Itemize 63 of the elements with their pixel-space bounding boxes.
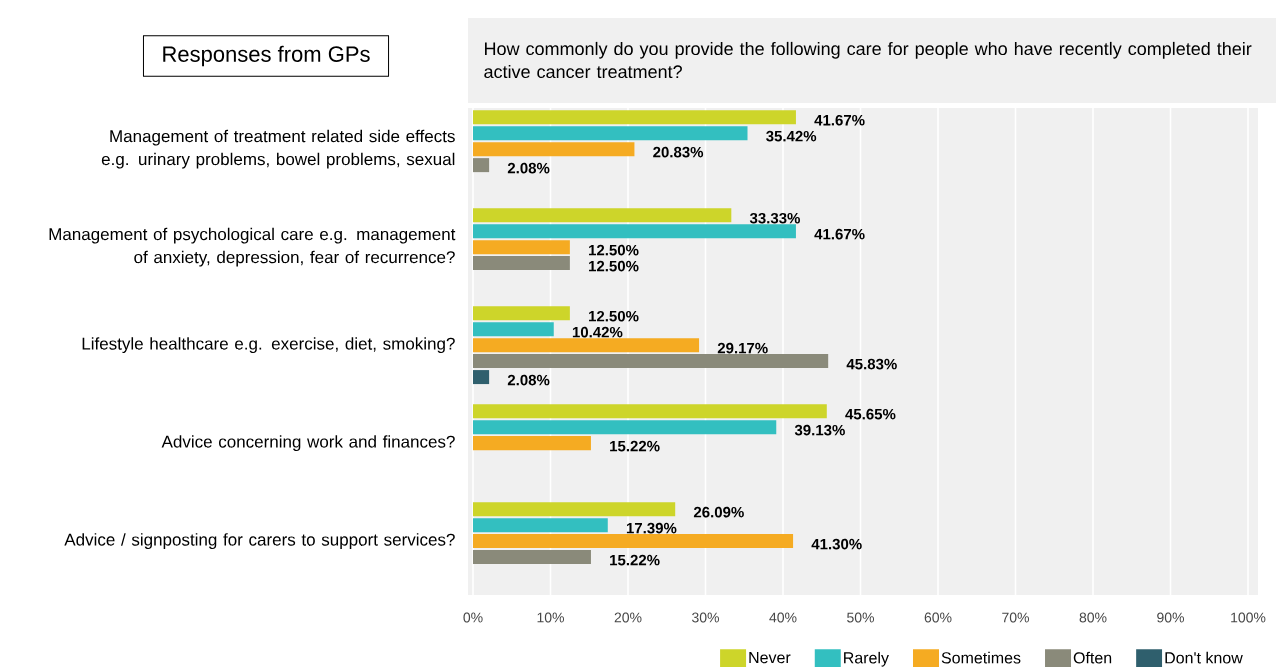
text: Responses from GPs	[163, 45, 370, 67]
x-tick-label: 50%	[847, 612, 875, 623]
bar	[473, 224, 796, 239]
x-tick-label: 60%	[924, 612, 952, 623]
bar	[473, 338, 700, 353]
x-tick-label: 70%	[1002, 612, 1030, 623]
bar	[473, 420, 777, 435]
bar	[473, 534, 794, 549]
bar	[473, 518, 608, 533]
bar	[473, 550, 591, 565]
x-tick-label: 20%	[614, 612, 642, 623]
x-tick-label: 100%	[1231, 612, 1266, 623]
x-tick-label: 30%	[692, 612, 720, 623]
bar	[473, 256, 570, 271]
bar	[473, 404, 827, 419]
data-label: 12.50%	[589, 310, 639, 322]
bar	[473, 126, 748, 141]
x-tick-label: 80%	[1079, 612, 1107, 623]
data-label: 12.50%	[589, 244, 639, 256]
data-label: 39.13%	[794, 424, 845, 436]
data-label: 29.17%	[717, 342, 768, 354]
bar	[473, 158, 490, 173]
data-label: 17.39%	[626, 522, 677, 534]
data-label: 2.08%	[507, 162, 550, 174]
data-label: 20.83%	[653, 146, 704, 158]
bar	[473, 306, 570, 321]
bar	[473, 354, 829, 369]
bar	[473, 110, 796, 125]
data-label: 12.50%	[589, 260, 639, 272]
legend-label: Never	[749, 652, 791, 664]
data-label: 15.22%	[610, 554, 660, 566]
data-label: 41.67%	[814, 114, 865, 126]
bar	[473, 370, 490, 385]
data-label: 10.42%	[572, 326, 623, 338]
bar	[473, 502, 676, 517]
bar	[473, 322, 554, 337]
y-tick-label: Management of psychological care e.g. management of anxiety, depression, fear of recurrence?	[49, 227, 456, 267]
x-tick-label: 0%	[463, 612, 483, 623]
data-label: 41.30%	[811, 538, 862, 550]
legend-label: Rarely	[844, 651, 889, 667]
data-label: 45.83%	[846, 358, 897, 370]
x-tick-label: 90%	[1157, 612, 1185, 623]
data-label: 33.33%	[749, 212, 800, 224]
y-tick-label: Advice / signposting for carers to support services?	[64, 533, 455, 550]
x-tick-label: 40%	[769, 612, 797, 623]
data-label: 35.42%	[766, 130, 817, 142]
y-tick-label: Advice concerning work and finances?	[161, 435, 455, 452]
data-label: 15.22%	[610, 440, 660, 452]
bar	[473, 240, 570, 255]
data-label: 45.65%	[845, 408, 896, 420]
data-label: 26.09%	[693, 506, 744, 518]
y-tick-label: Lifestyle healthcare e.g. exercise, diet, smoking?	[82, 337, 455, 354]
legend-label: Often	[1073, 651, 1112, 664]
x-tick-label: 10%	[537, 612, 565, 623]
bar	[473, 208, 732, 223]
chart-title: How commonly do you provide the following care for people who have recently completed their active cancer treatment?	[484, 41, 1252, 79]
data-label: 41.67%	[814, 228, 865, 240]
data-label: 2.08%	[507, 374, 550, 386]
bar	[473, 142, 635, 157]
legend-label: Sometimes	[941, 651, 1021, 664]
y-tick-label: Management of treatment related side effects e.g. urinary problems, bowel problems, sexual	[101, 129, 455, 169]
bar	[473, 436, 591, 451]
legend-label: Don't know	[1165, 651, 1243, 664]
